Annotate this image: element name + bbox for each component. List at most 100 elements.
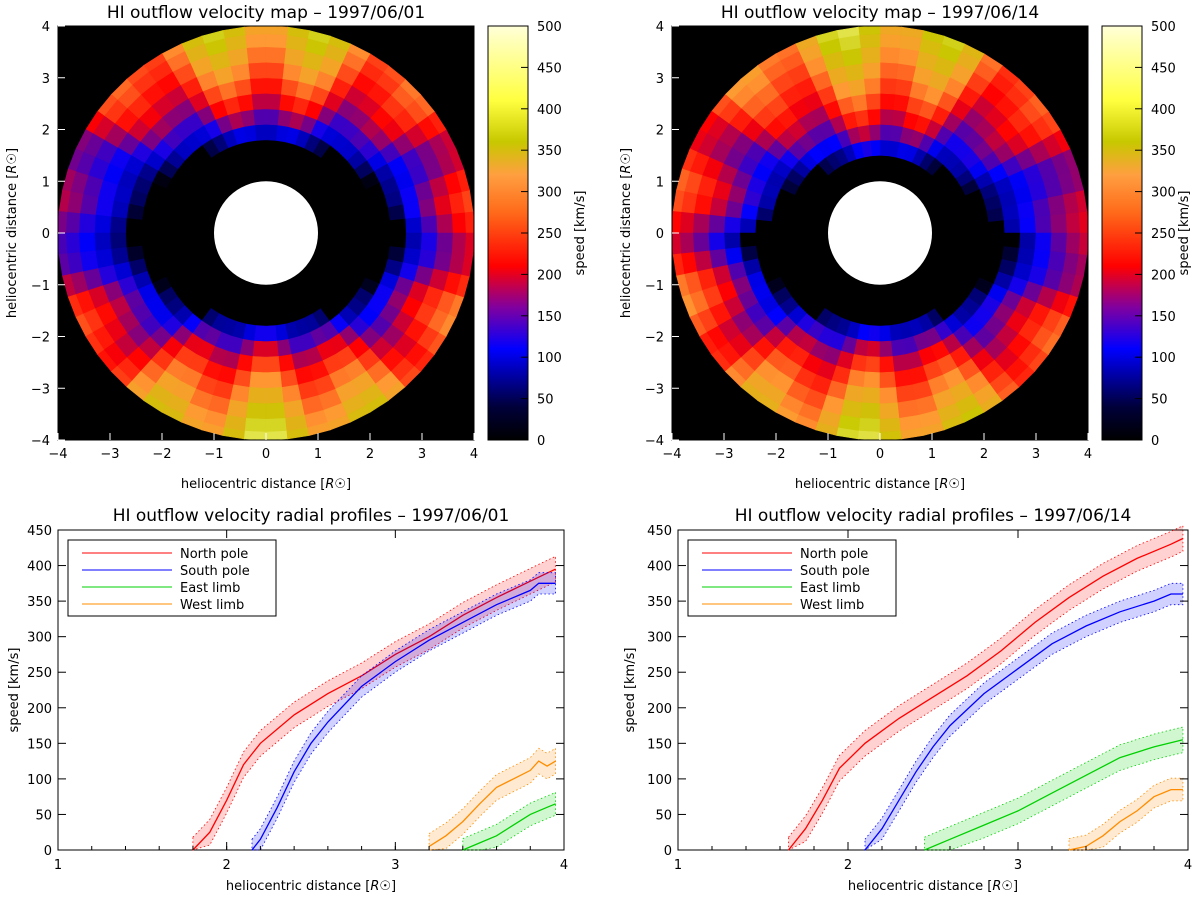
map-cell: [265, 325, 278, 343]
map-x-tick-label: 0: [876, 447, 884, 462]
profile-title: HI outflow velocity radial profiles – 19…: [113, 506, 510, 526]
map-cell: [265, 108, 280, 126]
map-cell: [464, 211, 474, 234]
velocity-map-panel-0614: −4 −3 −2 −1 0 1 2 3 4 −4 −3 −2 −1 0 1 2 3 4 HI outflow ve…: [614, 0, 1200, 500]
velocity-map-0601: −4 −3 −2 −1 0 1 2 3 4 −4 −3 −2 −1 0 1 2 3 4 HI outflow ve…: [5, 3, 588, 492]
map-cell: [254, 123, 267, 141]
map-cell: [265, 46, 286, 64]
map-cell: [436, 213, 454, 234]
colorbar-label: speed [km/s]: [573, 191, 588, 276]
map-x-tick-label: 3: [418, 447, 426, 462]
map-cell: [1019, 216, 1037, 234]
velocity-map-image: [672, 26, 1088, 440]
map-y-tick-label: 1: [42, 175, 50, 190]
map-cell: [879, 371, 897, 389]
map-cell: [850, 354, 868, 373]
colorbar-tick-label: 300: [537, 186, 562, 201]
map-cell: [94, 232, 112, 252]
map-y-tick-label: 2: [42, 124, 50, 139]
map-cell: [252, 108, 267, 126]
map-cell: [1050, 213, 1068, 234]
map-cell: [255, 309, 267, 327]
map-cell: [895, 62, 917, 82]
profile-x-tick-label: 2: [844, 858, 852, 873]
velocity-map-0614: −4 −3 −2 −1 0 1 2 3 4 −4 −3 −2 −1 0 1 2 3 4 HI outflow ve…: [619, 3, 1192, 492]
map-cell: [879, 430, 903, 440]
map-cell: [252, 340, 267, 358]
map-cell: [866, 108, 881, 126]
map-y-tick-label: 0: [656, 227, 664, 242]
map-cell: [244, 417, 267, 433]
map-cell: [65, 211, 81, 234]
series-line: [192, 568, 556, 851]
series-uncertainty-band: [864, 582, 1184, 851]
legend-label-west: West limb: [180, 598, 244, 613]
map-y-tick-label: 0: [42, 227, 50, 242]
map-cell: [402, 247, 422, 266]
map-cell: [1034, 232, 1052, 252]
map-y-tick-label: −4: [645, 434, 664, 449]
map-cell: [723, 216, 741, 234]
profile-x-axis-label: heliocentric distance [R☉]: [226, 879, 396, 894]
map-cell: [724, 200, 744, 219]
map-cell: [858, 33, 881, 49]
map-y-tick-label: −2: [31, 331, 50, 346]
map-cell: [879, 356, 896, 374]
profile-y-tick-label: 150: [647, 737, 672, 752]
map-cell: [418, 248, 438, 269]
map-cell: [65, 232, 81, 255]
map-cell: [679, 232, 695, 255]
map-cell: [265, 123, 278, 141]
legend: North pole South pole East limb West lim…: [67, 539, 277, 617]
colorbar-tick-label: 150: [537, 310, 562, 325]
colorbar-tick-label: 0: [1151, 434, 1159, 449]
map-y-tick-label: −1: [645, 279, 664, 294]
map-cell: [94, 197, 114, 218]
map-x-tick-label: 4: [1084, 447, 1092, 462]
profile-y-tick-label: 150: [27, 737, 52, 752]
map-x-axis-label: heliocentric distance [R☉]: [795, 477, 965, 492]
map-cell: [389, 218, 407, 234]
map-cell: [988, 232, 1006, 247]
legend: North pole South pole East limb West lim…: [687, 539, 897, 617]
map-cell: [1016, 247, 1036, 266]
colorbar-tick-label: 500: [537, 20, 562, 35]
series-line: [462, 803, 556, 851]
profile-y-tick-label: 200: [27, 702, 52, 717]
map-title: HI outflow velocity map – 1997/06/14: [721, 3, 1039, 23]
map-cell: [265, 139, 277, 157]
map-cell: [843, 384, 865, 404]
solar-disk: [214, 181, 318, 285]
map-y-tick-label: 3: [656, 72, 664, 87]
map-cell: [78, 232, 96, 253]
map-cell: [957, 232, 974, 244]
map-y-tick-label: 3: [42, 72, 50, 87]
map-cell: [739, 232, 757, 248]
map-cell: [247, 61, 267, 79]
map-y-tick-label: −3: [645, 382, 664, 397]
colorbar-tick-label: 250: [1151, 227, 1176, 242]
legend-label-west: West limb: [800, 598, 864, 613]
legend-label-east: East limb: [180, 581, 240, 596]
map-x-tick-label: −3: [100, 447, 119, 462]
colorbar-tick-label: 450: [1151, 61, 1176, 76]
map-cell: [708, 232, 726, 252]
colorbar-ticks: 0 50 100 150 200 250 300 350 400 450 500: [521, 20, 562, 449]
map-cell: [420, 214, 438, 234]
map-cell: [708, 197, 728, 218]
series-line: [787, 537, 1184, 851]
map-y-tick-label: 4: [42, 20, 50, 35]
map-cell: [879, 123, 892, 141]
map-cell: [229, 384, 251, 404]
map-cell: [265, 371, 283, 389]
colorbar-tick-label: 500: [1151, 20, 1176, 35]
map-cell: [265, 61, 285, 79]
map-cell: [265, 387, 285, 405]
map-cell: [972, 232, 990, 245]
profile-x-tick-label: 1: [674, 858, 682, 873]
colorbar-tick-label: 350: [537, 144, 562, 159]
map-cell: [892, 93, 910, 112]
map-cell: [692, 232, 710, 253]
profile-x-tick-label: 4: [1184, 858, 1192, 873]
map-cell: [464, 232, 474, 255]
